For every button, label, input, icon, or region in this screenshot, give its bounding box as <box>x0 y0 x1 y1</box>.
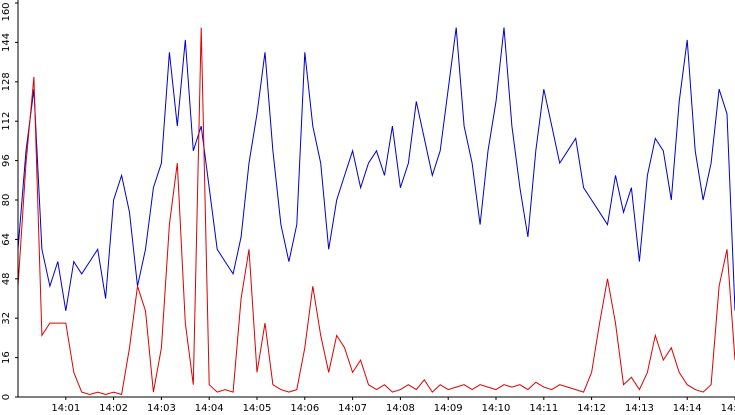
x-tick-label: 14:14 <box>673 403 702 414</box>
y-tick-label: 64 <box>1 233 12 246</box>
x-tick-label: 14:06 <box>290 403 319 414</box>
y-tick-label: 128 <box>1 72 12 91</box>
x-tick-label: 14:01 <box>51 403 80 414</box>
y-tick-label: 32 <box>1 312 12 325</box>
y-tick-label: 80 <box>1 194 12 207</box>
y-tick-label: 96 <box>1 154 12 167</box>
x-tick-label: 14:03 <box>147 403 176 414</box>
x-tick-label: 14:11 <box>529 403 558 414</box>
y-tick-label: 160 <box>1 2 12 21</box>
y-tick-label: 0 <box>1 394 12 400</box>
x-tick-label: 14:12 <box>577 403 606 414</box>
x-tick-label: 14:09 <box>434 403 463 414</box>
x-tick-label: 14:04 <box>195 403 224 414</box>
x-tick-label: 14:10 <box>482 403 511 414</box>
y-tick-label: 112 <box>1 112 12 131</box>
data-line <box>17 27 735 396</box>
y-tick-label: 16 <box>1 351 12 364</box>
y-tick-label: 144 <box>1 33 12 52</box>
x-tick-label: 14:13 <box>625 403 654 414</box>
x-tick-label: 14:05 <box>243 403 272 414</box>
x-tick-label: 14:02 <box>99 403 128 414</box>
x-tick-label: 14:15 <box>721 403 735 414</box>
x-tick-label: 14:07 <box>338 403 367 414</box>
y-tick-label: 48 <box>1 272 12 285</box>
x-tick-label: 14:08 <box>386 403 415 414</box>
